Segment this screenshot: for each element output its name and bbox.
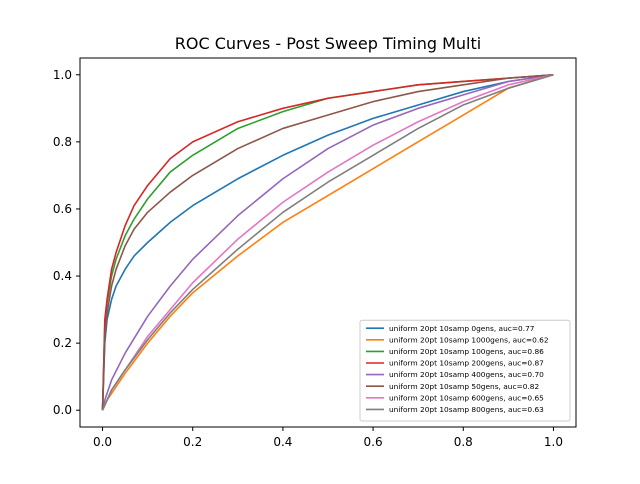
series-line-5 xyxy=(101,73,554,411)
y-tick-label: 0.4 xyxy=(53,269,72,283)
series-line-4 xyxy=(101,73,554,411)
legend-label-6: uniform 20pt 10samp 600gens, auc=0.65 xyxy=(389,393,544,402)
x-tick-label: 0.4 xyxy=(273,435,292,449)
x-axis: 0.0 0.2 0.4 0.6 0.8 1.0 xyxy=(93,427,563,449)
x-tick-label: 1.0 xyxy=(544,435,563,449)
series-line-7 xyxy=(101,74,554,411)
series-line-0 xyxy=(101,73,554,411)
series-line-1 xyxy=(101,74,554,411)
y-tick-label: 0.2 xyxy=(53,336,72,350)
x-tick-label: 0.2 xyxy=(183,435,202,449)
legend-label-4: uniform 20pt 10samp 400gens, auc=0.70 xyxy=(389,370,544,379)
legend-box xyxy=(359,319,571,422)
x-tick-label: 0.6 xyxy=(364,435,383,449)
y-axis: 0.0 0.2 0.4 0.6 0.8 1.0 xyxy=(53,68,80,417)
y-tick-label: 1.0 xyxy=(53,68,72,82)
legend-label-7: uniform 20pt 10samp 800gens, auc=0.63 xyxy=(389,405,544,414)
legend-label-3: uniform 20pt 10samp 200gens, auc=0.87 xyxy=(389,359,544,368)
legend: uniform 20pt 10samp 0gens, auc=0.77 unifo… xyxy=(359,319,571,422)
chart-title: ROC Curves - Post Sweep Timing Multi xyxy=(175,34,481,53)
legend-label-1: uniform 20pt 10samp 1000gens, auc=0.62 xyxy=(389,335,549,344)
legend-label-0: uniform 20pt 10samp 0gens, auc=0.77 xyxy=(389,324,535,333)
y-tick-label: 0.0 xyxy=(53,403,72,417)
series-line-3 xyxy=(101,73,554,411)
y-tick-label: 0.6 xyxy=(53,202,72,216)
x-tick-label: 0.8 xyxy=(454,435,473,449)
series-layer xyxy=(101,73,554,411)
legend-label-2: uniform 20pt 10samp 100gens, auc=0.86 xyxy=(389,347,544,356)
axes-frame xyxy=(79,57,577,428)
x-tick-label: 0.0 xyxy=(93,435,112,449)
legend-label-5: uniform 20pt 10samp 50gens, auc=0.82 xyxy=(389,382,539,391)
y-tick-label: 0.8 xyxy=(53,135,72,149)
